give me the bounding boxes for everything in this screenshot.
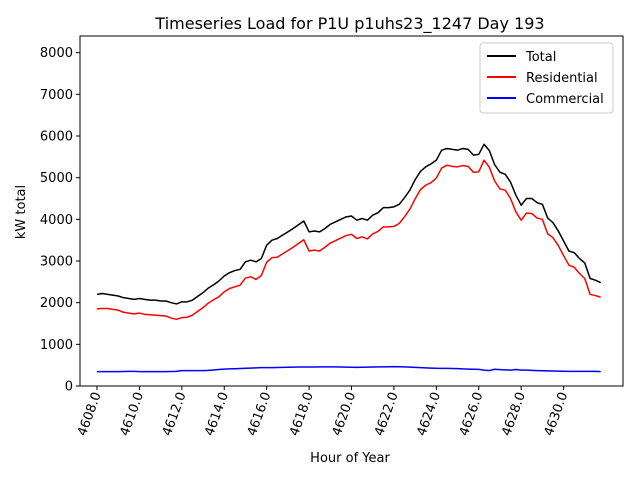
y-axis-label: kW total [14,185,29,239]
y-tick-label: 4000 [40,213,73,228]
y-tick-label: 1000 [40,338,73,353]
y-tick-label: 7000 [40,88,73,103]
y-tick-label: 6000 [40,130,73,145]
y-axis: 0 1000 2000 3000 4000 5000 6000 7000 8000 [40,46,80,395]
y-tick-label: 8000 [40,46,73,61]
y-tick-label: 0 [65,380,73,395]
series-layer [96,143,602,373]
y-tick-label: 2000 [40,296,73,311]
legend-label-total: Total [525,50,556,65]
legend: Total Residential Commercial [479,42,614,114]
series-line-commercial [96,365,601,373]
series-line-residential [96,159,601,321]
legend-box [479,42,614,114]
legend-label-commercial: Commercial [526,92,604,107]
series-line-total [96,143,602,305]
y-tick-label: 5000 [40,171,73,186]
legend-label-residential: Residential [526,71,598,86]
y-tick-label: 3000 [40,255,73,270]
chart-title: Timeseries Load for P1U p1uhs23_1247 Day… [154,14,544,34]
x-axis-label: Hour of Year [310,451,390,466]
